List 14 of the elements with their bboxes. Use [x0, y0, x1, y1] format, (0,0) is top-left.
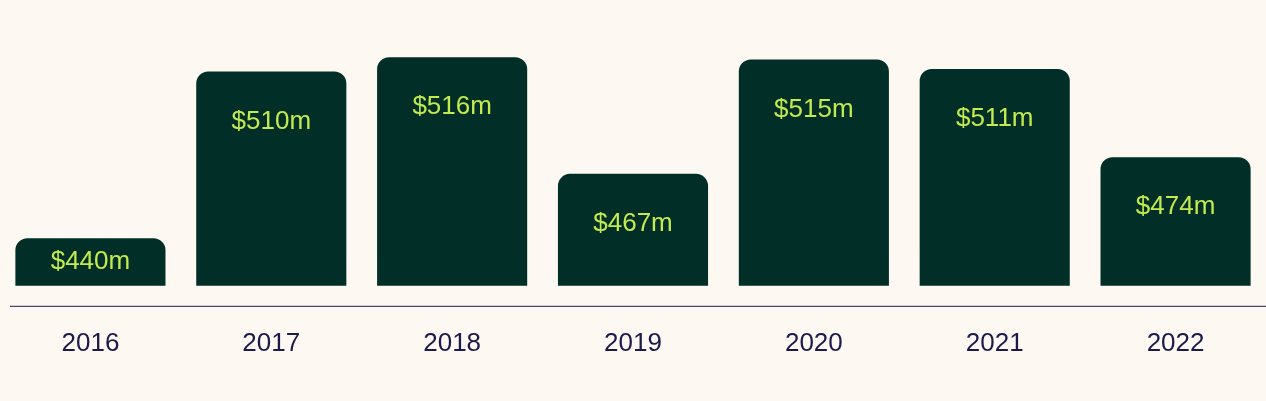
x-tick-label: 2021: [965, 326, 1024, 357]
data-label: $467m: [593, 207, 673, 238]
x-tick-label: 2016: [61, 326, 120, 357]
data-label: $516m: [412, 90, 492, 121]
data-label: $440m: [50, 245, 131, 276]
x-tick-label: 2022: [1146, 326, 1205, 357]
data-label: $511m: [955, 102, 1034, 133]
x-tick-label: 2017: [242, 326, 301, 357]
data-label: $474m: [1135, 190, 1216, 221]
x-tick-label: 2020: [784, 326, 843, 357]
x-tick-label: 2019: [604, 326, 662, 357]
data-label: $515m: [774, 92, 854, 123]
data-label: $510m: [231, 104, 312, 135]
x-tick-label: 2018: [423, 326, 482, 357]
